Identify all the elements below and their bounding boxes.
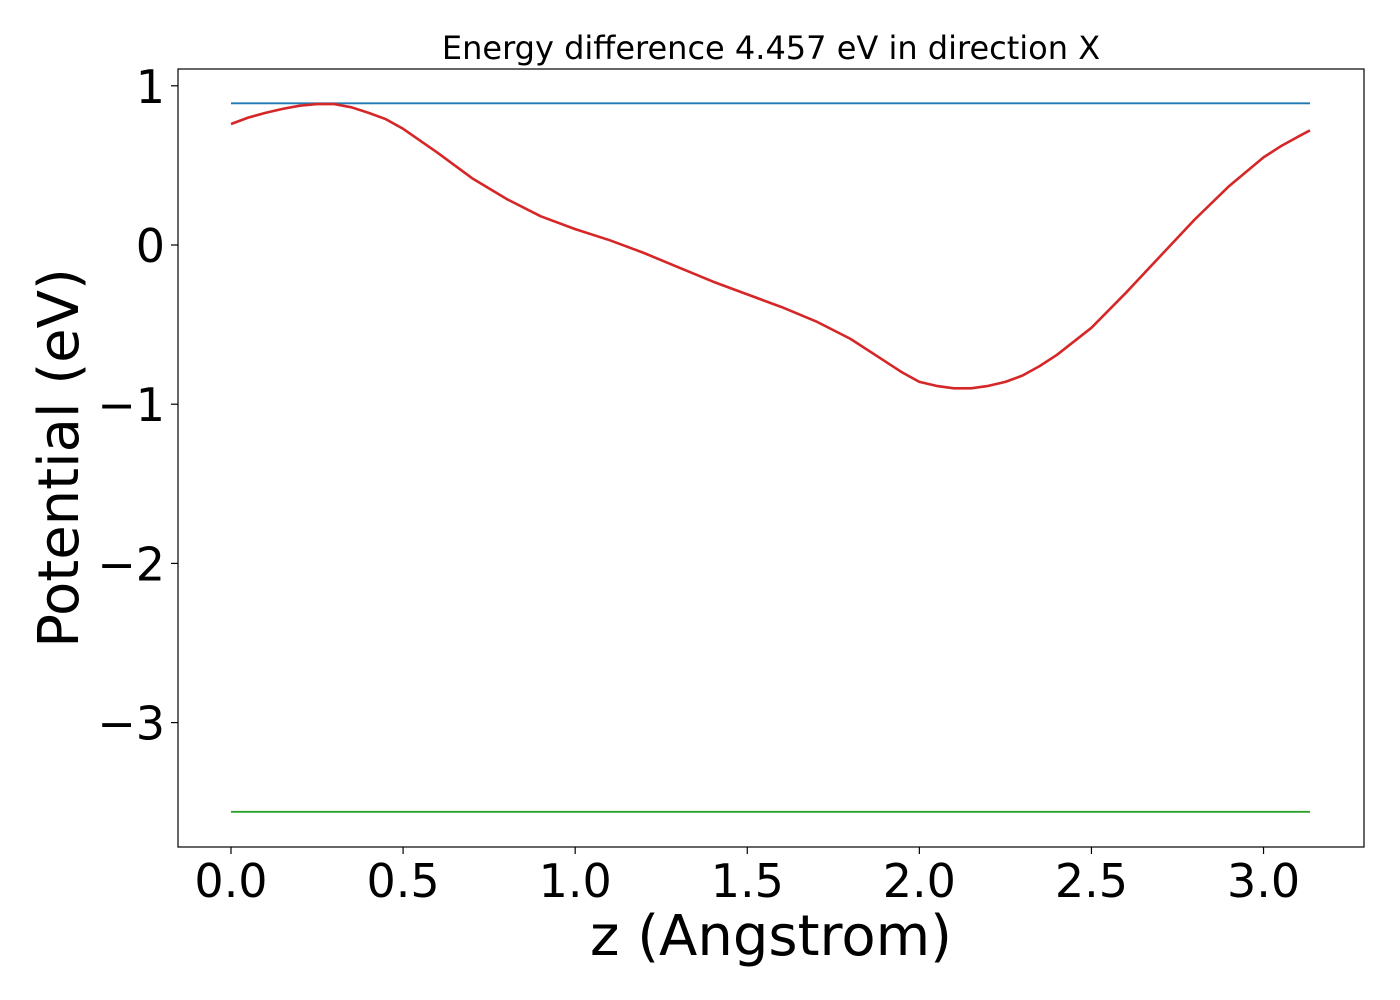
- x-tick-label: 1.5: [711, 854, 784, 908]
- y-tick-label: 0: [136, 219, 165, 273]
- y-axis-label: Potential (eV): [27, 268, 92, 648]
- x-tick-label: 2.5: [1055, 854, 1128, 908]
- x-tick-label: 2.0: [883, 854, 956, 908]
- y-tick-label: −3: [97, 697, 165, 751]
- y-tick-label: 1: [136, 60, 165, 114]
- x-axis-label: z (Angstrom): [590, 904, 952, 969]
- x-tick-label: 1.0: [539, 854, 612, 908]
- y-tick-label: −2: [97, 537, 165, 591]
- x-tick-label: 0.5: [367, 854, 440, 908]
- y-tick-label: −1: [97, 378, 165, 432]
- x-tick-label: 3.0: [1227, 854, 1300, 908]
- series-line-red: [230, 102, 1311, 390]
- x-axis-ticks: 0.0 0.5 1.0 1.5 2.0 2.5 3.0: [194, 847, 1300, 908]
- x-tick-label: 0.0: [194, 854, 267, 908]
- chart-title: Energy difference 4.457 eV in direction …: [442, 29, 1100, 67]
- series-layer: [230, 102, 1311, 813]
- y-axis-ticks: 1 0 −1 −2 −3: [97, 60, 178, 751]
- plot-area: [177, 68, 1365, 848]
